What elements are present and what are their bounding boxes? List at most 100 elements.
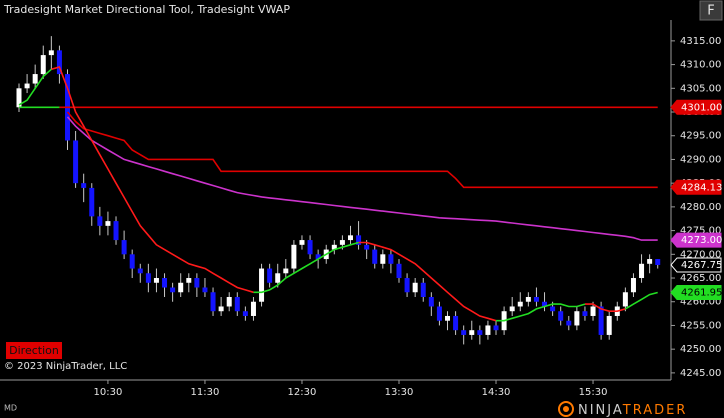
candle-body — [73, 140, 79, 184]
y-tick-label: 4245.00 — [680, 368, 721, 379]
y-tick-label: 4315.00 — [680, 36, 721, 47]
price-marker-label: 4284.13 — [681, 182, 722, 193]
candle-body — [590, 306, 596, 316]
price-marker-label: 4267.75 — [681, 260, 722, 271]
candle-body — [582, 311, 588, 316]
candle-body — [655, 259, 661, 265]
candle-body — [639, 263, 645, 279]
copyright: © 2023 NinjaTrader, LLC — [4, 361, 127, 372]
candle-body — [445, 315, 451, 321]
menu-button[interactable] — [699, 0, 723, 21]
candle-body — [250, 301, 256, 316]
candle-body — [145, 273, 151, 283]
candle-body — [186, 278, 192, 283]
candle-body — [372, 249, 378, 264]
candle-body — [234, 296, 240, 312]
price-marker-label: 4261.95 — [681, 287, 722, 298]
price-marker — [670, 179, 722, 195]
price-marker — [670, 284, 722, 300]
y-tick-label: 4260.00 — [680, 297, 721, 308]
candle-body — [16, 88, 22, 108]
candle-body — [477, 330, 483, 335]
y-tick-label: 4255.00 — [680, 320, 721, 331]
candle-body — [137, 268, 143, 274]
candle-body — [550, 306, 556, 312]
plot-area — [16, 36, 661, 345]
candle-body — [121, 240, 127, 255]
direction-button[interactable] — [6, 342, 62, 359]
candle-body — [509, 306, 515, 312]
price-marker-label: 4273.00 — [681, 235, 722, 246]
price-marker — [670, 232, 722, 248]
candle-body — [291, 244, 297, 269]
candle-body — [170, 287, 176, 293]
x-tick-label: 12:30 — [288, 387, 317, 398]
y-tick-label: 4305.00 — [680, 83, 721, 94]
candle-body — [283, 268, 289, 274]
candle-body — [598, 306, 604, 335]
candle-body — [356, 235, 362, 245]
y-tick-label: 4270.00 — [680, 249, 721, 260]
logo-part: NINJA — [578, 403, 623, 418]
candle-body — [453, 315, 459, 331]
candle-body — [129, 254, 135, 269]
candle-body — [153, 278, 159, 283]
y-tick-label: 4265.00 — [680, 273, 721, 284]
candle-body — [525, 296, 531, 302]
candle-body — [364, 244, 370, 250]
x-tick-label: 11:30 — [191, 387, 220, 398]
x-tick-label: 13:30 — [385, 387, 414, 398]
y-tick-label: 4310.00 — [680, 60, 721, 71]
x-tick-label: 10:30 — [94, 387, 123, 398]
logo: NINJATRADER — [578, 403, 687, 418]
y-tick-label: 4275.00 — [680, 226, 721, 237]
candle-body — [331, 244, 337, 250]
candle-body — [436, 306, 442, 321]
candle-body — [275, 273, 281, 283]
candle-body — [315, 254, 321, 260]
indicator-line — [18, 68, 658, 322]
candle-body — [162, 278, 168, 288]
indicator-line — [66, 111, 658, 189]
candle-body — [461, 330, 467, 335]
candle-body — [32, 74, 38, 84]
candle-body — [469, 330, 475, 335]
y-tick-label: 4290.00 — [680, 154, 721, 165]
x-tick-label: 14:30 — [482, 387, 511, 398]
candle-body — [40, 55, 46, 75]
candle-body — [347, 235, 353, 241]
direction-button-label[interactable]: Direction — [9, 344, 59, 357]
candle-body — [630, 278, 636, 293]
candle-body — [339, 240, 345, 245]
axes: 4315.004310.004305.004300.004295.004290.… — [94, 36, 723, 398]
candle-body — [606, 315, 612, 335]
candle-body — [259, 268, 265, 302]
logo-part: TRADER — [622, 403, 688, 418]
candle-body — [388, 254, 394, 264]
logo-icon-core — [563, 406, 569, 412]
candle-body — [97, 216, 103, 226]
candle-body — [396, 263, 402, 279]
menu-button-label[interactable]: F — [707, 4, 714, 19]
y-tick-label: 4250.00 — [680, 344, 721, 355]
candle-body — [48, 50, 54, 56]
price-marker-label: 4301.00 — [681, 102, 722, 113]
candle-body — [299, 240, 305, 245]
candle-body — [404, 278, 410, 293]
candle-body — [558, 311, 564, 321]
candle-body — [566, 320, 572, 326]
candle-body — [574, 311, 580, 326]
y-tick-label: 4280.00 — [680, 202, 721, 213]
candle-body — [647, 259, 653, 264]
candle-body — [622, 292, 628, 307]
candle-body — [380, 254, 386, 264]
candle-body — [517, 301, 523, 307]
candle-body — [307, 240, 313, 255]
candle-body — [542, 301, 548, 307]
candle-body — [242, 311, 248, 316]
price-marker — [670, 99, 722, 115]
candle-body — [428, 296, 434, 307]
candle-body — [420, 282, 426, 297]
